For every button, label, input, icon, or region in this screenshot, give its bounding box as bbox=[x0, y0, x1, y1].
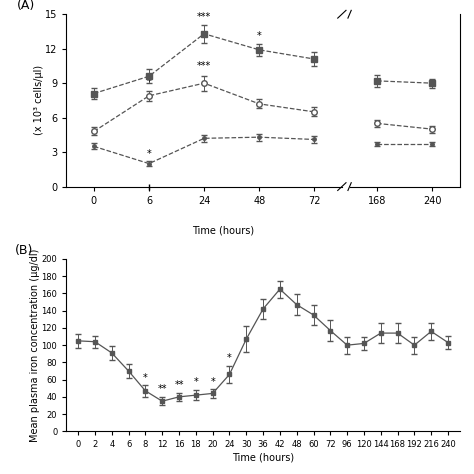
Y-axis label: Mean plasma iron concentration (μg/dl): Mean plasma iron concentration (μg/dl) bbox=[30, 248, 40, 442]
Text: (A): (A) bbox=[17, 0, 35, 12]
Text: **: ** bbox=[157, 384, 167, 394]
Text: **: ** bbox=[174, 380, 184, 390]
Text: *: * bbox=[143, 373, 148, 383]
Text: *: * bbox=[146, 77, 151, 87]
X-axis label: Time (hours): Time (hours) bbox=[232, 452, 294, 462]
Text: (B): (B) bbox=[15, 244, 34, 257]
Text: *: * bbox=[257, 31, 262, 41]
Text: ***: *** bbox=[197, 12, 211, 22]
Text: ***: *** bbox=[197, 61, 211, 71]
Y-axis label: (x 10³ cells/μl): (x 10³ cells/μl) bbox=[34, 65, 44, 136]
Text: *: * bbox=[227, 353, 232, 363]
Text: *: * bbox=[193, 377, 198, 387]
Text: *: * bbox=[210, 376, 215, 386]
Text: *: * bbox=[146, 149, 151, 159]
Text: Time (hours): Time (hours) bbox=[191, 225, 254, 235]
